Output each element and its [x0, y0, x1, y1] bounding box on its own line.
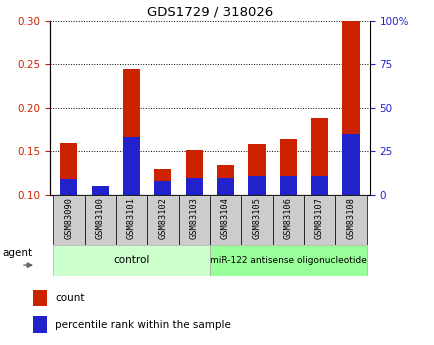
Bar — [115, 195, 147, 245]
Bar — [60, 143, 77, 195]
Bar — [185, 177, 202, 195]
Text: GSM83106: GSM83106 — [283, 197, 292, 239]
Text: GSM83107: GSM83107 — [314, 197, 323, 239]
Text: GSM83101: GSM83101 — [127, 197, 136, 239]
Bar — [33, 316, 47, 333]
Bar — [248, 176, 265, 195]
Bar — [53, 245, 210, 276]
Bar — [217, 165, 233, 195]
Text: GSM83108: GSM83108 — [345, 197, 355, 239]
Bar — [185, 150, 202, 195]
Bar — [60, 179, 77, 195]
Bar — [147, 195, 178, 245]
Bar — [91, 186, 108, 195]
Bar — [33, 290, 47, 306]
Bar — [279, 139, 296, 195]
Bar — [154, 169, 171, 195]
Bar — [342, 134, 359, 195]
Bar — [248, 145, 265, 195]
Bar — [272, 195, 303, 245]
Text: GSM83105: GSM83105 — [252, 197, 261, 239]
Text: agent: agent — [3, 248, 33, 258]
Bar — [84, 195, 115, 245]
Bar — [53, 195, 84, 245]
Bar — [303, 195, 335, 245]
Text: GSM83090: GSM83090 — [64, 197, 73, 239]
Bar — [342, 21, 359, 195]
Bar — [123, 69, 140, 195]
Text: percentile rank within the sample: percentile rank within the sample — [55, 319, 230, 329]
Text: GSM83100: GSM83100 — [95, 197, 105, 239]
Bar — [335, 195, 366, 245]
Text: count: count — [55, 293, 84, 303]
Bar — [241, 195, 272, 245]
Text: control: control — [113, 256, 149, 265]
Bar — [217, 177, 233, 195]
Bar — [210, 245, 366, 276]
Bar — [310, 118, 328, 195]
Bar — [123, 137, 140, 195]
Bar — [310, 176, 328, 195]
Text: miR-122 antisense oligonucleotide: miR-122 antisense oligonucleotide — [209, 256, 366, 265]
Text: GSM83102: GSM83102 — [158, 197, 167, 239]
Bar — [154, 181, 171, 195]
Text: GSM83104: GSM83104 — [220, 197, 230, 239]
Bar — [210, 195, 241, 245]
Bar — [279, 176, 296, 195]
Title: GDS1729 / 318026: GDS1729 / 318026 — [146, 5, 273, 18]
Text: GSM83103: GSM83103 — [189, 197, 198, 239]
Bar — [178, 195, 210, 245]
